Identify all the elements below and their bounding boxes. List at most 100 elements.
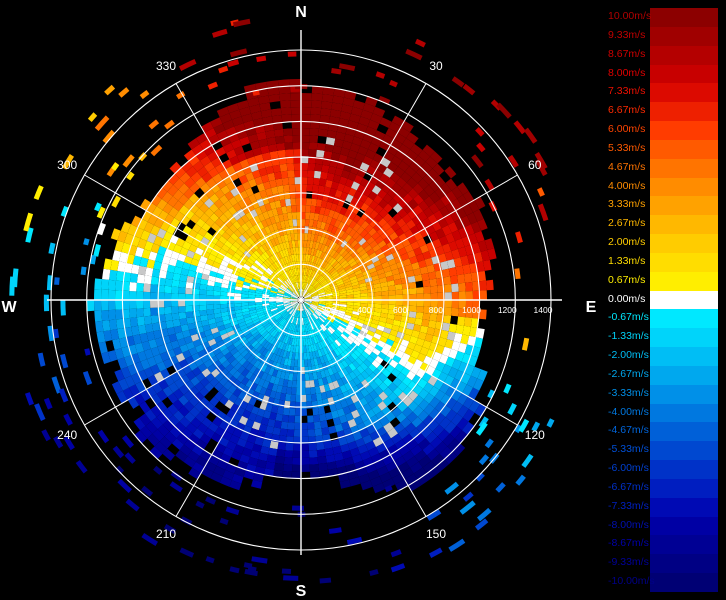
velocity-cell [307, 429, 316, 437]
velocity-cell [333, 243, 341, 252]
velocity-cell [409, 287, 417, 295]
velocity-cell [257, 370, 265, 379]
velocity-cell [270, 361, 277, 370]
scatter-cell [37, 352, 46, 367]
velocity-cell [343, 427, 353, 437]
velocity-cell [237, 226, 246, 235]
velocity-cell [169, 355, 179, 366]
velocity-cell [290, 301, 298, 304]
velocity-cell [265, 217, 272, 226]
velocity-cell [479, 290, 487, 300]
velocity-cell [291, 254, 295, 262]
velocity-cell [147, 214, 159, 226]
velocity-cell [432, 424, 445, 437]
velocity-cell [402, 182, 413, 194]
velocity-cell [102, 268, 111, 280]
velocity-cell [319, 469, 329, 478]
velocity-cell [207, 253, 217, 262]
velocity-cell [178, 194, 189, 205]
velocity-cell [407, 317, 416, 325]
velocity-cell [379, 316, 388, 323]
velocity-cell [426, 241, 436, 251]
velocity-cell [246, 247, 254, 256]
velocity-cell [269, 293, 277, 297]
velocity-cell [462, 264, 471, 275]
velocity-cell [387, 217, 397, 227]
velocity-cell [343, 340, 351, 348]
velocity-cell [353, 349, 362, 358]
velocity-cell [264, 226, 271, 235]
scattered-returns [9, 18, 555, 584]
velocity-cell [234, 286, 243, 291]
velocity-cell [349, 332, 358, 340]
velocity-cell [229, 480, 242, 491]
velocity-cell [372, 106, 386, 118]
velocity-cell [350, 425, 360, 435]
velocity-cell [214, 312, 222, 319]
velocity-cell [295, 394, 301, 403]
velocity-cell [204, 329, 213, 337]
velocity-cell [197, 242, 207, 251]
velocity-cell [262, 211, 270, 220]
velocity-cell [372, 279, 381, 285]
velocity-cell [215, 240, 225, 249]
velocity-cell [458, 308, 466, 318]
velocity-cell [280, 107, 292, 115]
velocity-cell [318, 363, 324, 372]
velocity-cell [306, 184, 314, 192]
colorbar-entry: -5.33m/s [606, 441, 718, 461]
velocity-cell [210, 406, 221, 417]
velocity-cell [263, 410, 271, 419]
velocity-cell [236, 373, 246, 383]
velocity-cell [216, 459, 229, 470]
velocity-cell [402, 155, 414, 167]
velocity-cell [402, 433, 414, 445]
velocity-cell [251, 316, 259, 322]
velocity-cell [167, 327, 176, 336]
colorbar-label: 8.00m/s [608, 66, 646, 79]
velocity-cell [307, 285, 313, 292]
velocity-cell [312, 241, 317, 249]
velocity-cell [445, 356, 455, 368]
velocity-cell [341, 104, 353, 114]
velocity-cell [318, 294, 326, 298]
velocity-cell [171, 279, 180, 288]
velocity-cell [274, 200, 282, 209]
azimuth-spoke [84, 174, 302, 301]
velocity-cell [254, 384, 263, 394]
velocity-cell [253, 215, 261, 224]
velocity-cell [328, 209, 335, 218]
velocity-cell [122, 387, 134, 400]
velocity-cell [182, 262, 191, 270]
velocity-cell [317, 317, 324, 324]
velocity-cell [214, 256, 223, 265]
velocity-cell [445, 232, 455, 244]
scatter-cell [291, 505, 304, 511]
velocity-cell [227, 307, 235, 312]
scatter-cell [389, 79, 398, 88]
velocity-cell [250, 314, 259, 319]
velocity-cell [256, 362, 264, 371]
velocity-cell [468, 355, 478, 367]
velocity-cell [255, 304, 263, 308]
colorbar-entry: -10.00m/s [606, 573, 718, 593]
velocity-cell [413, 324, 422, 332]
velocity-cell [345, 347, 354, 355]
velocity-cell [204, 427, 215, 439]
velocity-cell [176, 433, 189, 445]
velocity-cell [473, 251, 483, 263]
velocity-cell [150, 243, 160, 254]
scatter-cell [122, 154, 135, 168]
velocity-cell [204, 382, 214, 392]
velocity-cell [293, 254, 297, 262]
velocity-cell [246, 344, 254, 353]
velocity-cell [279, 242, 285, 251]
scatter-cell [495, 482, 506, 493]
velocity-cell [185, 281, 194, 289]
colorbar-entry: 0.00m/s [606, 290, 718, 310]
velocity-cell [285, 271, 290, 279]
velocity-cell [169, 234, 179, 245]
velocity-cell [348, 272, 356, 279]
velocity-cell [285, 279, 291, 286]
